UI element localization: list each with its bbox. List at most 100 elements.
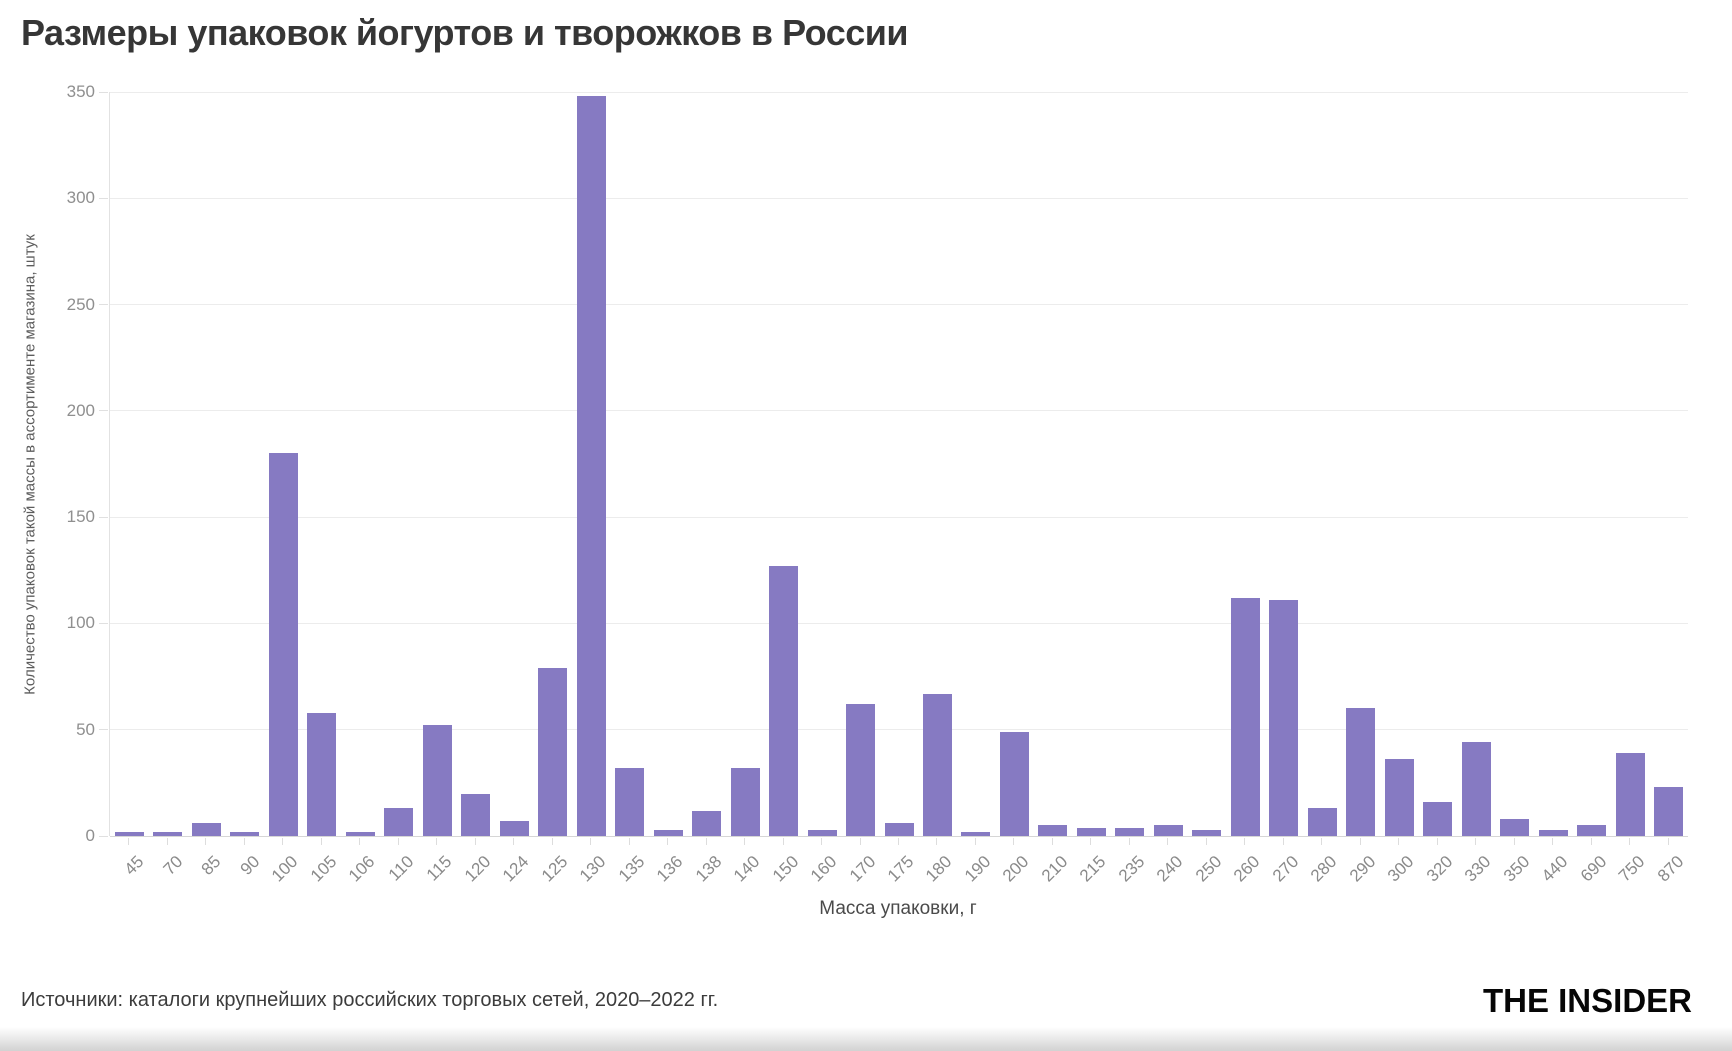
x-tick-label: 136 (652, 852, 687, 886)
gridline-y-50 (110, 729, 1688, 731)
x-tick-label: 135 (614, 852, 649, 886)
y-tick-mark (99, 91, 108, 93)
y-axis-title: Количество упаковок такой массы в ассорт… (21, 234, 39, 695)
bar (1654, 787, 1684, 836)
x-tick-label: 270 (1268, 852, 1303, 886)
brand-logo: THE INSIDER (1482, 982, 1692, 1019)
bar (1577, 825, 1607, 836)
bar (1615, 753, 1645, 836)
bar (384, 808, 414, 836)
bar (114, 831, 144, 836)
bar (846, 704, 875, 836)
x-tick-mark (1667, 838, 1669, 845)
x-tick-mark (166, 838, 168, 845)
x-tick-mark (513, 838, 515, 845)
bar (653, 829, 683, 836)
y-tick-label: 0 (85, 826, 95, 845)
x-tick-label: 170 (845, 852, 879, 886)
x-tick-label: 175 (883, 852, 918, 886)
bar (807, 829, 837, 836)
x-tick-mark (1590, 838, 1592, 845)
bar (1307, 808, 1337, 836)
x-tick-mark (1359, 838, 1361, 845)
x-tick-label: 115 (422, 852, 456, 885)
bar (1153, 825, 1183, 836)
x-tick-label: 45 (120, 852, 148, 879)
x-tick-label: 350 (1499, 852, 1534, 886)
x-tick-label: 690 (1576, 852, 1611, 886)
y-tick-mark (99, 729, 108, 731)
y-tick-label: 300 (66, 188, 95, 208)
x-tick-mark (320, 838, 322, 845)
x-tick-label: 120 (460, 852, 495, 886)
x-tick-mark (1051, 838, 1053, 845)
bar (576, 96, 606, 836)
x-tick-mark (590, 838, 592, 845)
bar (1230, 597, 1260, 836)
y-tick-label: 250 (66, 294, 95, 314)
bar (999, 731, 1029, 836)
bar (1076, 827, 1106, 836)
y-tick-label: 100 (66, 613, 95, 633)
gridline-y-100 (110, 622, 1688, 624)
bar (1269, 600, 1299, 836)
gridline-y-300 (110, 197, 1688, 199)
bar (499, 821, 529, 836)
chart-title: Размеры упаковок йогуртов и творожков в … (21, 12, 909, 53)
x-tick-mark (1552, 838, 1554, 845)
bar (1384, 759, 1414, 836)
x-tick-label: 240 (1153, 852, 1187, 886)
x-tick-mark (782, 838, 784, 845)
x-tick-label: 138 (691, 852, 725, 886)
x-tick-label: 90 (236, 852, 264, 879)
gridline-y-200 (110, 410, 1688, 412)
x-tick-mark (1629, 838, 1631, 845)
x-tick-mark (1282, 838, 1284, 845)
x-tick-mark (436, 838, 438, 845)
x-tick-mark (1167, 838, 1169, 845)
x-tick-label: 85 (197, 852, 225, 879)
x-tick-label: 200 (999, 852, 1033, 886)
x-tick-label: 250 (1191, 852, 1226, 886)
x-tick-mark (359, 838, 361, 845)
bar (1461, 742, 1491, 836)
x-tick-label: 124 (499, 852, 533, 886)
bottom-gradient-decoration (0, 1027, 1732, 1051)
x-tick-mark (744, 838, 746, 845)
x-tick-label: 105 (306, 852, 341, 886)
x-tick-label: 160 (806, 852, 841, 886)
x-tick-label: 280 (1307, 852, 1341, 886)
x-tick-mark (243, 838, 245, 845)
x-tick-label: 150 (768, 852, 802, 886)
bar (1192, 829, 1222, 836)
x-tick-mark (128, 838, 130, 845)
x-tick-mark (474, 838, 476, 845)
y-tick-mark (99, 197, 108, 199)
bar (268, 453, 298, 836)
y-tick-label: 200 (66, 400, 95, 420)
x-tick-mark (974, 838, 976, 845)
bar (922, 693, 952, 836)
x-tick-mark (1244, 838, 1246, 845)
x-tick-label: 440 (1538, 852, 1572, 886)
x-tick-label: 190 (960, 852, 995, 886)
x-tick-label: 70 (159, 852, 187, 879)
y-tick-label: 150 (66, 507, 95, 527)
bar (615, 767, 645, 836)
x-tick-mark (205, 838, 207, 845)
x-tick-mark (551, 838, 553, 845)
x-tick-mark (859, 838, 861, 845)
y-tick-label: 350 (66, 82, 95, 101)
source-note: Источники: каталоги крупнейших российски… (21, 989, 719, 1011)
x-tick-mark (705, 838, 707, 845)
x-tick-label: 300 (1384, 852, 1418, 886)
bar (1346, 708, 1376, 836)
x-tick-mark (1013, 838, 1015, 845)
x-tick-mark (628, 838, 630, 845)
x-tick-label: 235 (1114, 852, 1149, 886)
x-tick-label: 260 (1230, 852, 1264, 886)
bar (1423, 802, 1453, 836)
x-tick-label: 210 (1037, 852, 1072, 886)
x-tick-label: 215 (1076, 852, 1110, 886)
